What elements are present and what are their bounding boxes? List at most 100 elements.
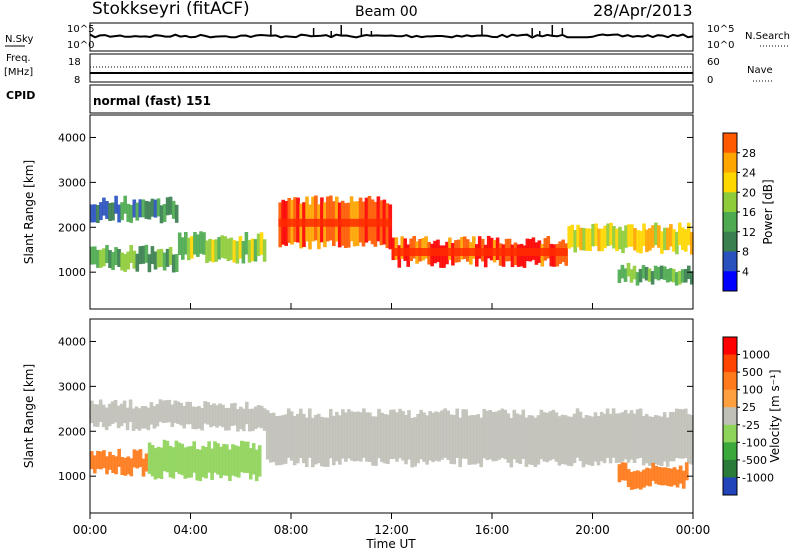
heatmap-cell [397, 245, 402, 268]
heatmap-cell [213, 441, 217, 473]
heatmap-cell [223, 236, 227, 259]
heatmap-cell [208, 238, 212, 262]
heatmap-cell [102, 248, 106, 267]
colorbar-segment [723, 337, 737, 356]
heatmap-cell [476, 414, 480, 464]
heatmap-cell [515, 413, 520, 463]
heatmap-band [617, 262, 694, 286]
heatmap-cell [356, 411, 360, 461]
heatmap-cell [296, 413, 300, 464]
heatmap-cell [365, 412, 369, 462]
heatmap-cell [159, 205, 164, 224]
heatmap-cell [684, 229, 688, 252]
heatmap-cell [104, 407, 109, 430]
velocity-colorbar-label: Velocity [m s⁻¹] [768, 369, 782, 462]
freq-panel-frame [89, 53, 694, 83]
heatmap-band [278, 195, 393, 250]
heatmap-cell [675, 469, 680, 488]
heatmap-cell [590, 416, 595, 466]
heatmap-cell [584, 415, 589, 465]
heatmap-cell [623, 409, 628, 460]
heatmap-cell [563, 415, 568, 465]
heatmap-cell [506, 413, 511, 463]
freq-right-tick-high: 60 [707, 57, 720, 68]
heatmap-cell [566, 416, 571, 466]
heatmap-cell [579, 227, 583, 251]
heatmap-cell [150, 246, 155, 265]
y-tick-label: 4000 [58, 335, 86, 348]
heatmap-cell [650, 271, 655, 285]
heatmap-cell [216, 443, 220, 475]
noise-sky-line [89, 33, 694, 39]
heatmap-cell [123, 457, 128, 476]
heatmap-cell [470, 415, 474, 465]
heatmap-cell [452, 414, 456, 465]
heatmap-cell [113, 400, 118, 423]
heatmap-cell [102, 197, 106, 216]
heatmap-cell [93, 204, 97, 223]
heatmap-cell [98, 399, 103, 422]
heatmap-cell [424, 236, 428, 259]
heatmap-cell [111, 202, 115, 221]
heatmap-cell [656, 415, 661, 466]
heatmap-cell [626, 413, 631, 463]
heatmap-cell [138, 246, 143, 265]
heatmap-cell [108, 203, 112, 221]
heatmap-cell [146, 407, 151, 431]
heatmap-cell [171, 254, 176, 273]
heatmap-cell [93, 404, 97, 427]
heatmap-cell [90, 246, 94, 265]
heatmap-cell [235, 241, 240, 264]
heatmap-cell [446, 410, 450, 460]
heatmap-cell [329, 408, 333, 459]
heatmap-cell [259, 232, 264, 255]
heatmap-cell [641, 265, 646, 279]
heatmap-cell [464, 409, 468, 459]
heatmap-cell [271, 412, 276, 463]
colorbar-segment [723, 424, 737, 443]
heatmap-cell [488, 410, 493, 460]
colorbar-segment [723, 172, 737, 193]
heatmap-cell [587, 415, 592, 466]
heatmap-cell [486, 235, 491, 259]
nave-label: Nave [747, 65, 773, 76]
heatmap-cell [147, 254, 152, 273]
heatmap-cell [671, 268, 676, 283]
heatmap-cell [197, 406, 201, 429]
heatmap-cell [680, 269, 685, 283]
heatmap-cell [612, 226, 616, 249]
heatmap-cell [93, 246, 97, 265]
heatmap-cell [617, 413, 622, 463]
heatmap-cell [200, 408, 204, 431]
heatmap-cell [668, 412, 673, 462]
heatmap-cell [347, 409, 351, 459]
heatmap-cell [573, 230, 577, 253]
heatmap-cell [620, 462, 625, 481]
heatmap-cell [546, 236, 551, 259]
heatmap-cell [132, 199, 137, 218]
noise-right-tick-low: 10^0 [707, 40, 734, 51]
heatmap-band [265, 408, 694, 468]
heatmap-cell [635, 409, 640, 459]
heatmap-cell [668, 268, 673, 282]
heatmap-cell [123, 253, 127, 272]
noise-panel: N.Sky 10^5 10^0 10^5 10^0 N.Search [5, 22, 790, 52]
heatmap-cell [308, 408, 312, 458]
colorbar-tick-label: 12 [742, 226, 756, 239]
heatmap-cell [173, 400, 178, 423]
freq-right-tick-low: 0 [707, 75, 713, 86]
x-tick-label: 08:00 [274, 523, 309, 537]
heatmap-cell [458, 417, 462, 468]
x-tick-label: 04:00 [173, 523, 208, 537]
heatmap-cell [202, 232, 206, 255]
heatmap-cell [238, 236, 243, 259]
heatmap-cell [672, 467, 677, 486]
heatmap-cell [110, 401, 115, 424]
heatmap-cell [274, 416, 279, 466]
heatmap-cell [651, 462, 655, 481]
freq-left-tick-low: 8 [74, 75, 80, 86]
heatmap-cell [174, 440, 179, 472]
heatmap-cell [674, 272, 679, 286]
heatmap-cell [521, 409, 526, 459]
